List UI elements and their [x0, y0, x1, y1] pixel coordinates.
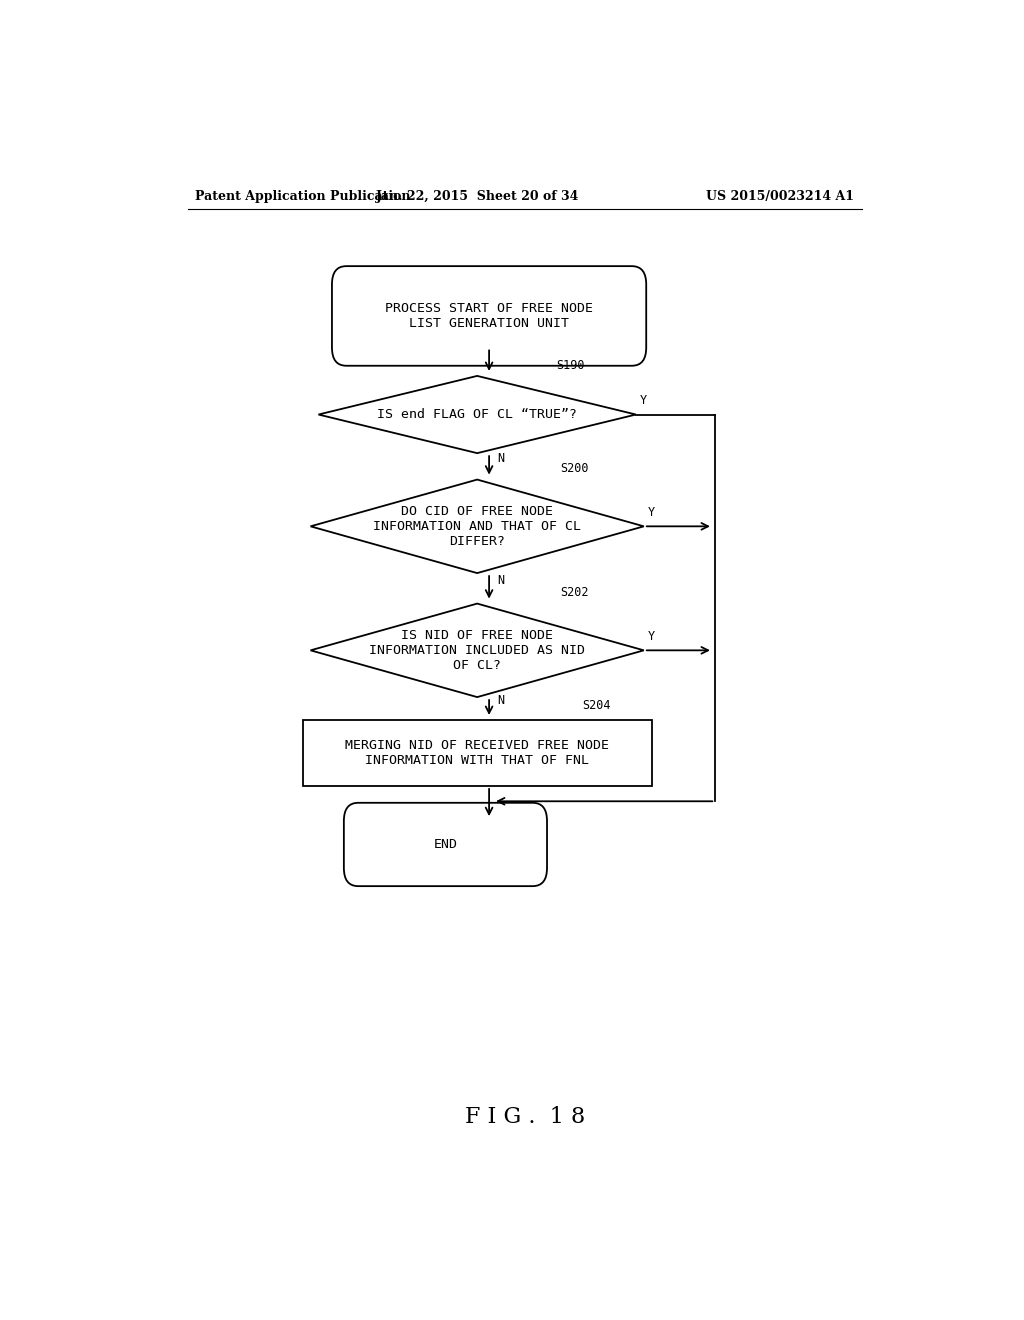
Text: N: N — [497, 451, 504, 465]
Polygon shape — [310, 479, 644, 573]
Polygon shape — [318, 376, 636, 453]
Text: MERGING NID OF RECEIVED FREE NODE
INFORMATION WITH THAT OF FNL: MERGING NID OF RECEIVED FREE NODE INFORM… — [345, 739, 609, 767]
FancyBboxPatch shape — [344, 803, 547, 886]
Text: S202: S202 — [560, 586, 589, 599]
Text: END: END — [433, 838, 458, 851]
Text: N: N — [497, 574, 504, 586]
Text: US 2015/0023214 A1: US 2015/0023214 A1 — [707, 190, 854, 202]
Text: S200: S200 — [560, 462, 589, 475]
FancyBboxPatch shape — [332, 267, 646, 366]
Text: S204: S204 — [582, 698, 610, 711]
Text: Patent Application Publication: Patent Application Publication — [196, 190, 411, 202]
Text: Jan. 22, 2015  Sheet 20 of 34: Jan. 22, 2015 Sheet 20 of 34 — [376, 190, 579, 202]
Text: N: N — [497, 694, 504, 708]
Text: Y: Y — [648, 506, 655, 519]
Text: Y: Y — [648, 630, 655, 643]
Text: PROCESS START OF FREE NODE
LIST GENERATION UNIT: PROCESS START OF FREE NODE LIST GENERATI… — [385, 302, 593, 330]
Text: Y: Y — [640, 393, 647, 407]
Polygon shape — [310, 603, 644, 697]
Text: IS end FLAG OF CL “TRUE”?: IS end FLAG OF CL “TRUE”? — [377, 408, 578, 421]
Bar — [303, 719, 652, 785]
Text: S190: S190 — [557, 359, 585, 372]
Text: IS NID OF FREE NODE
INFORMATION INCLUDED AS NID
OF CL?: IS NID OF FREE NODE INFORMATION INCLUDED… — [370, 628, 585, 672]
Text: F I G .  1 8: F I G . 1 8 — [465, 1106, 585, 1127]
Text: DO CID OF FREE NODE
INFORMATION AND THAT OF CL
DIFFER?: DO CID OF FREE NODE INFORMATION AND THAT… — [373, 504, 582, 548]
